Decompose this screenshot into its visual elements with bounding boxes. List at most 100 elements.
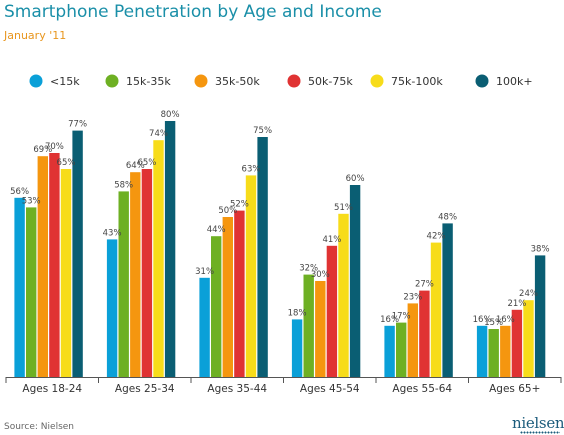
- x-tick-label-ages-65: Ages 65+: [489, 383, 540, 395]
- bar-ages-65-50k-75k: [511, 309, 523, 377]
- data-label-ages-65-35k-50k: 16%: [496, 315, 515, 325]
- data-label-ages-18-24-100k: 77%: [68, 120, 87, 130]
- bar-ages-45-54-15k: [291, 319, 303, 377]
- data-label-ages-25-34-50k-75k: 65%: [137, 158, 156, 168]
- data-label-ages-45-54-15k: 18%: [288, 308, 307, 318]
- data-label-ages-25-34-100k: 80%: [161, 110, 180, 120]
- legend-swatch-15k-35k: [105, 74, 119, 88]
- data-label-ages-25-34-15k: 43%: [103, 228, 122, 238]
- data-label-ages-25-34-35k-50k: 64%: [126, 161, 145, 171]
- bar-ages-55-64-15k: [384, 325, 395, 377]
- bar-ages-65-15k-35k: [488, 329, 499, 377]
- data-label-ages-55-64-15k-35k: 17%: [392, 312, 411, 322]
- bar-ages-35-44-100k: [257, 137, 268, 377]
- data-label-ages-45-54-100k: 60%: [346, 174, 365, 184]
- bar-ages-55-64-15k-35k: [396, 322, 407, 377]
- bar-ages-35-44-50k-75k: [234, 210, 245, 377]
- bar-ages-25-34-50k-75k: [141, 169, 153, 377]
- data-label-ages-65-100k: 38%: [531, 244, 550, 254]
- bar-ages-65-35k-50k: [500, 325, 511, 377]
- bar-ages-35-44-35k-50k: [222, 217, 233, 377]
- data-label-ages-35-44-50k-75k: 52%: [230, 200, 249, 210]
- legend-label-15k: <15k: [50, 75, 80, 88]
- data-label-ages-25-34-15k-35k: 58%: [114, 180, 133, 190]
- chart-data-labels: 56%53%69%70%65%77%43%58%64%65%74%80%31%4…: [10, 110, 549, 328]
- bar-ages-25-34-15k: [106, 239, 118, 377]
- data-label-ages-55-64-100k: 48%: [438, 212, 457, 222]
- chart-x-axis: Ages 18-24 Ages 25-34 Ages 35-44 Ages 45-54…: [5, 377, 562, 395]
- logo-wordmark: nielsen: [512, 414, 564, 432]
- bar-ages-45-54-75k-100k: [338, 213, 349, 377]
- data-label-ages-35-44-100k: 75%: [253, 126, 272, 136]
- legend-swatch-35k-50k: [194, 74, 208, 88]
- bar-ages-45-54-15k-35k: [303, 274, 314, 377]
- bar-ages-45-54-35k-50k: [315, 281, 326, 377]
- chart-bars: [14, 121, 546, 377]
- bar-ages-65-100k: [534, 255, 546, 377]
- legend-swatch-15k: [29, 74, 43, 88]
- bar-ages-55-64-75k-100k: [430, 242, 442, 377]
- legend-label-75k-100k: 75k-100k: [391, 75, 443, 88]
- chart-legend: <15k 15k-35k 35k-50k 50k-75k 75k-100k 100k+: [29, 74, 533, 88]
- bar-ages-25-34-100k: [164, 121, 176, 377]
- x-tick-label-ages-55-64: Ages 55-64: [392, 383, 452, 395]
- bar-ages-65-75k-100k: [523, 300, 534, 377]
- chart-canvas: <15k 15k-35k 35k-50k 50k-75k 75k-100k 100k+ 5…: [5, 74, 562, 395]
- x-tick-label-ages-18-24: Ages 18-24: [22, 383, 82, 395]
- bar-ages-25-34-75k-100k: [153, 140, 164, 377]
- x-tick-label-ages-35-44: Ages 35-44: [207, 383, 267, 395]
- bar-ages-35-44-75k-100k: [245, 175, 257, 377]
- source-note: Source: Nielsen: [4, 422, 75, 432]
- chart-title: Smartphone Penetration by Age and Income: [4, 2, 382, 22]
- bar-ages-25-34-35k-50k: [130, 172, 141, 377]
- data-label-ages-45-54-35k-50k: 30%: [311, 270, 330, 280]
- data-label-ages-18-24-35k-50k: 69%: [33, 145, 52, 155]
- legend-label-100k: 100k+: [496, 75, 533, 88]
- data-label-ages-65-15k: 16%: [473, 315, 492, 325]
- bar-ages-55-64-35k-50k: [407, 303, 418, 377]
- data-label-ages-45-54-50k-75k: 41%: [322, 235, 341, 245]
- data-label-ages-18-24-50k-75k: 70%: [45, 142, 64, 152]
- legend-label-35k-50k: 35k-50k: [215, 75, 260, 88]
- legend-swatch-50k-75k: [287, 74, 301, 88]
- x-tick-label-ages-45-54: Ages 45-54: [300, 383, 360, 395]
- data-label-ages-35-44-15k-35k: 44%: [207, 225, 226, 235]
- data-label-ages-55-64-35k-50k: 23%: [403, 292, 422, 302]
- data-label-ages-55-64-15k: 16%: [380, 315, 399, 325]
- bar-ages-55-64-50k-75k: [419, 290, 430, 377]
- data-label-ages-65-50k-75k: 21%: [507, 299, 526, 309]
- logo-dots: [520, 431, 560, 434]
- data-label-ages-45-54-75k-100k: 51%: [334, 203, 353, 213]
- bar-ages-45-54-50k-75k: [326, 245, 338, 377]
- bar-ages-35-44-15k: [199, 277, 210, 377]
- bar-ages-18-24-35k-50k: [37, 156, 48, 377]
- bar-ages-18-24-15k-35k: [26, 207, 37, 377]
- data-label-ages-65-75k-100k: 24%: [519, 289, 538, 299]
- legend-swatch-75k-100k: [370, 74, 384, 88]
- data-label-ages-45-54-15k-35k: 32%: [299, 264, 318, 274]
- bar-ages-65-15k: [476, 325, 488, 377]
- data-label-ages-18-24-15k: 56%: [10, 187, 29, 197]
- legend-label-15k-35k: 15k-35k: [126, 75, 171, 88]
- data-label-ages-25-34-75k-100k: 74%: [149, 129, 168, 139]
- bar-ages-18-24-75k-100k: [60, 169, 72, 377]
- data-label-ages-35-44-75k-100k: 63%: [242, 164, 261, 174]
- bar-ages-45-54-100k: [349, 185, 361, 377]
- bar-ages-18-24-50k-75k: [49, 153, 60, 377]
- data-label-ages-65-15k-35k: 15%: [484, 318, 503, 328]
- bar-ages-35-44-15k-35k: [211, 236, 222, 377]
- data-label-ages-35-44-35k-50k: 50%: [218, 206, 237, 216]
- legend-swatch-100k: [475, 74, 489, 88]
- bar-ages-25-34-15k-35k: [118, 191, 129, 377]
- nielsen-logo: nielsen: [512, 414, 564, 435]
- bar-ages-18-24-15k: [14, 197, 25, 377]
- data-label-ages-18-24-75k-100k: 65%: [57, 158, 76, 168]
- data-label-ages-55-64-75k-100k: 42%: [427, 232, 446, 242]
- data-label-ages-55-64-50k-75k: 27%: [415, 280, 434, 290]
- legend-label-50k-75k: 50k-75k: [308, 75, 353, 88]
- chart-subtitle: January '11: [4, 29, 67, 42]
- bar-ages-18-24-100k: [72, 130, 83, 377]
- bar-ages-55-64-100k: [442, 223, 453, 377]
- data-label-ages-35-44-15k: 31%: [195, 267, 214, 277]
- x-tick-label-ages-25-34: Ages 25-34: [115, 383, 175, 395]
